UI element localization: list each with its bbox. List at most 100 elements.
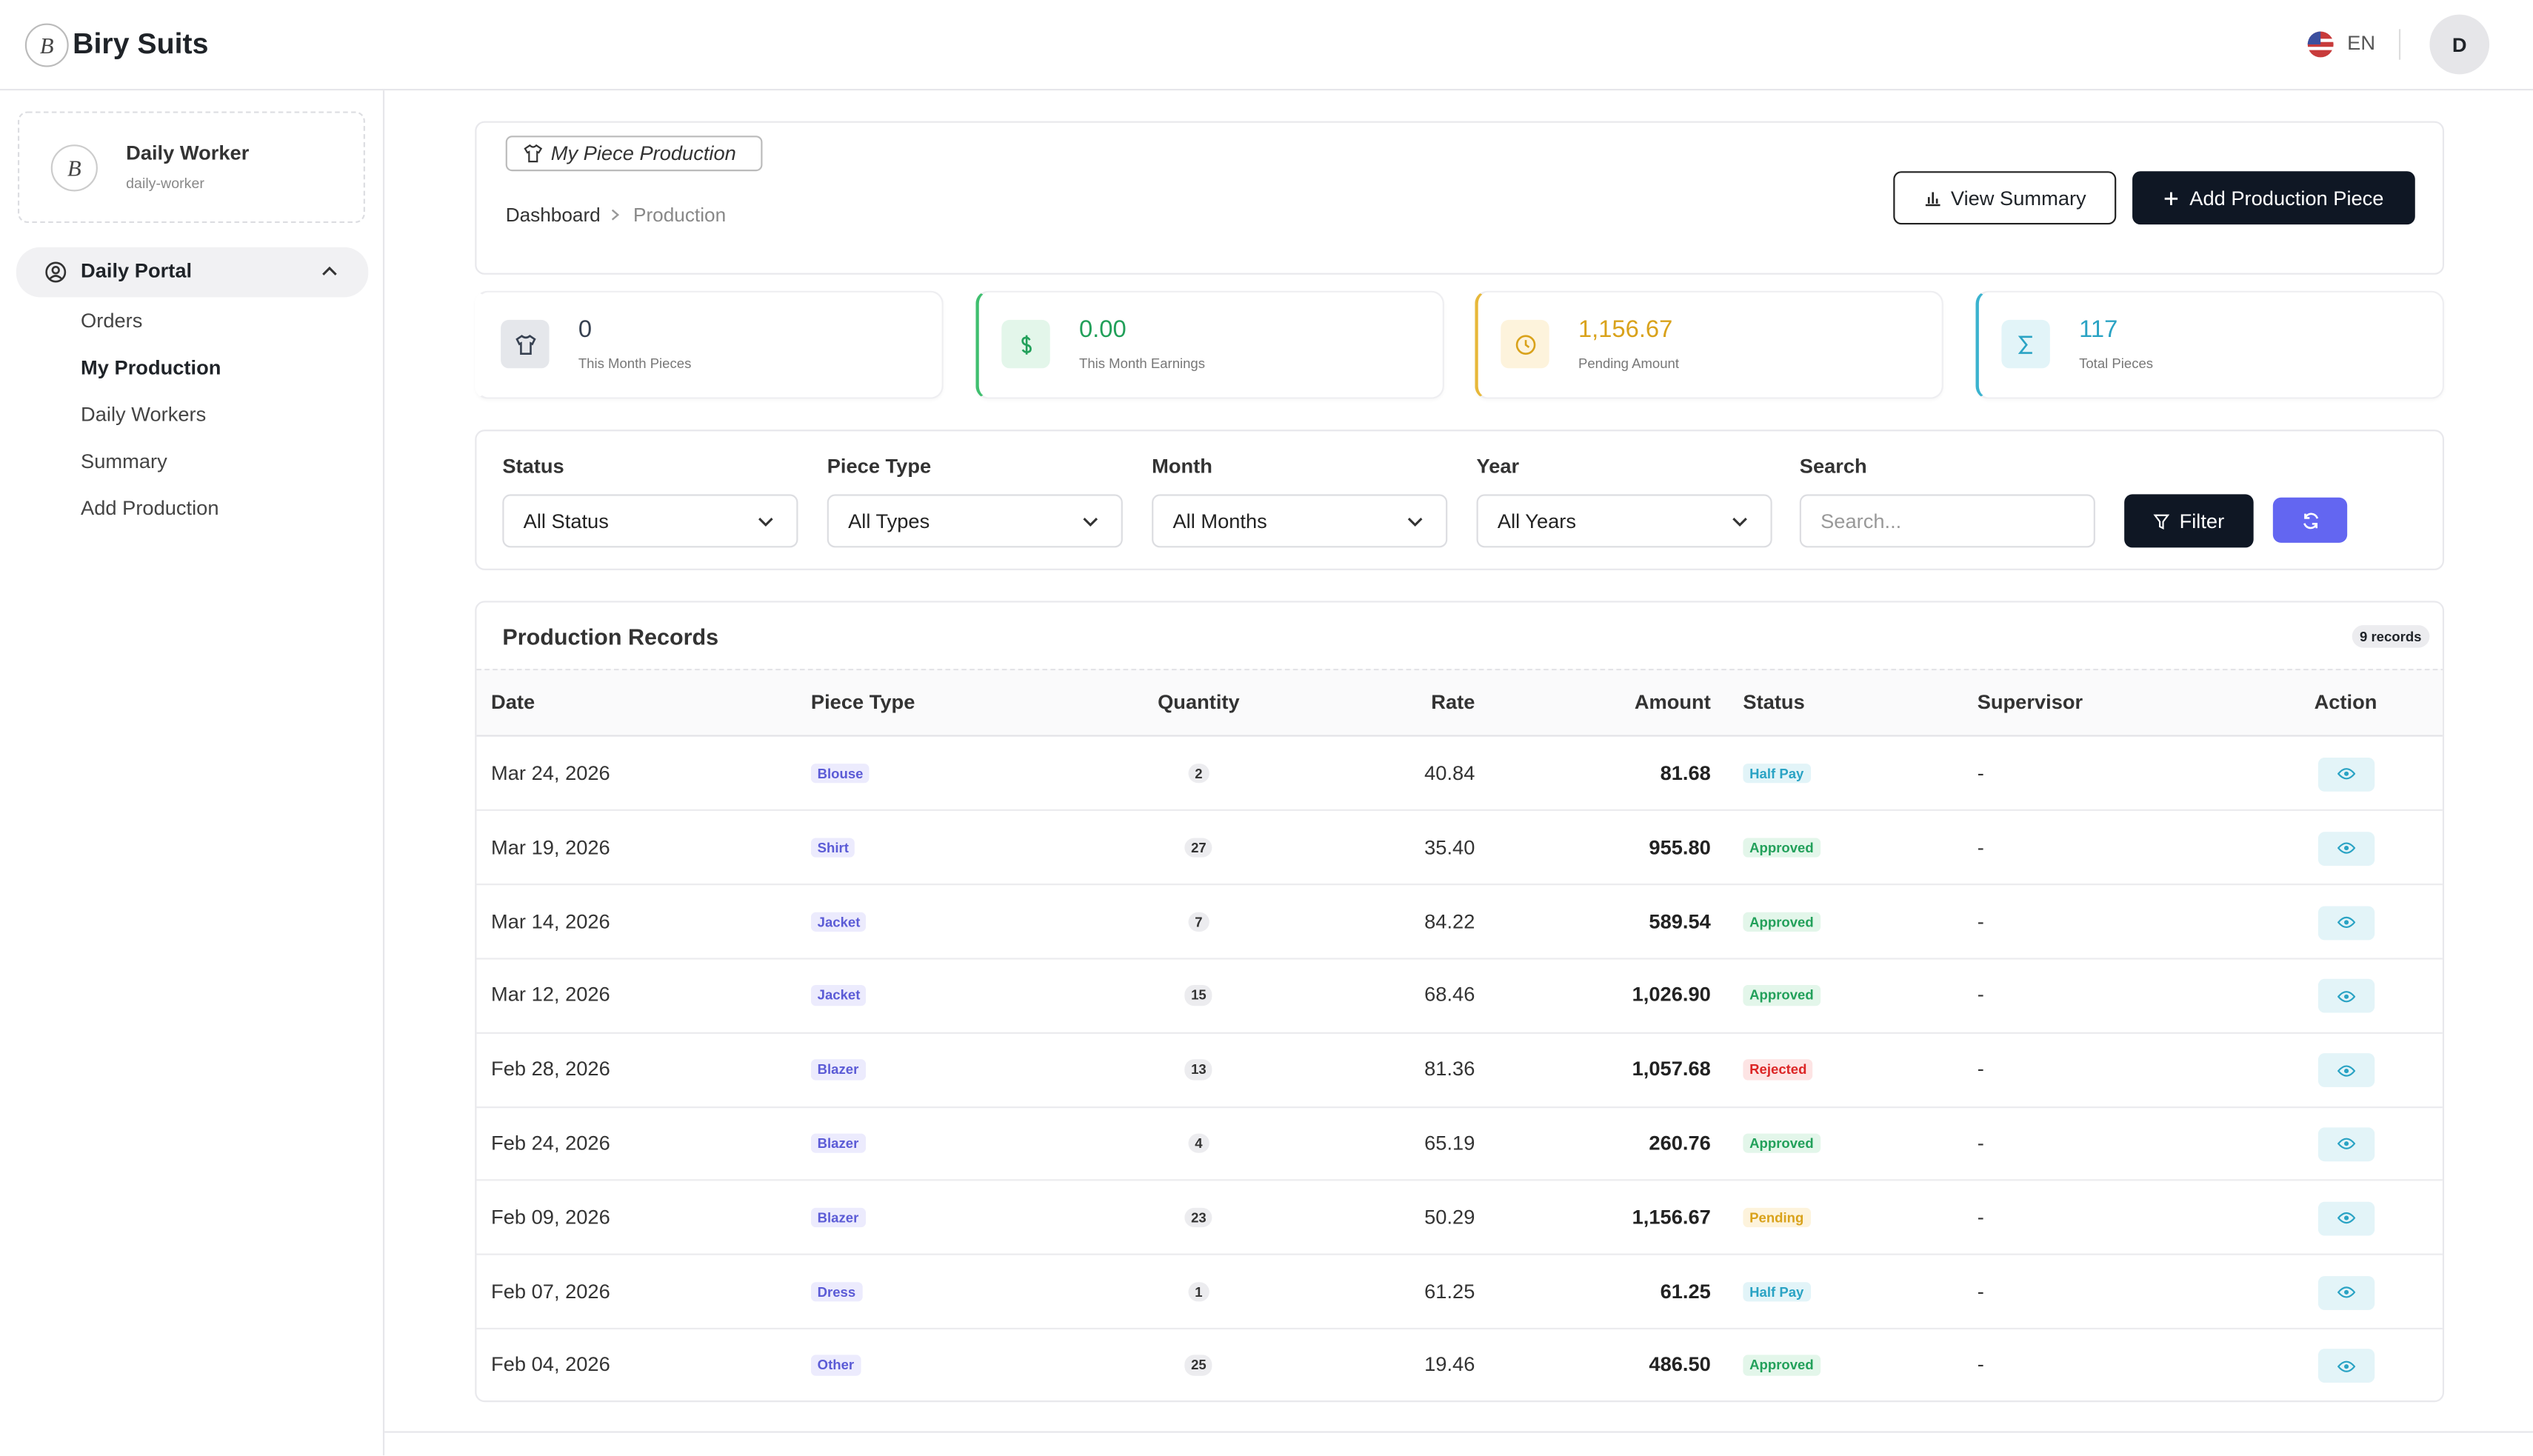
quantity: 23: [1184, 1207, 1213, 1228]
piece-type: Blouse: [810, 763, 870, 784]
view-button[interactable]: [2317, 979, 2375, 1014]
rate: 81.36: [1424, 1058, 1475, 1081]
breadcrumb-link[interactable]: Dashboard: [505, 203, 601, 227]
table-header: [476, 668, 2443, 737]
view-button[interactable]: [2317, 1053, 2375, 1088]
nav-link[interactable]: Add Production: [81, 497, 219, 520]
view-summary-button[interactable]: View Summary: [1893, 171, 2117, 225]
reset-button[interactable]: [2272, 497, 2348, 543]
supervisor: -: [1977, 835, 1984, 859]
select-value: All Years: [1497, 510, 1577, 532]
nav-link[interactable]: Orders: [81, 310, 143, 333]
view-button[interactable]: [2317, 1127, 2375, 1161]
row-divider: [476, 1032, 2443, 1034]
row-divider: [476, 1327, 2443, 1329]
supervisor: -: [1977, 1279, 1984, 1303]
quantity: 25: [1184, 1355, 1213, 1376]
nav-link[interactable]: Daily Workers: [81, 403, 207, 427]
view-button[interactable]: [2317, 905, 2375, 940]
user-logo: B: [50, 144, 98, 192]
user-name: Daily Worker: [126, 141, 250, 164]
chart-icon: [1924, 192, 1940, 207]
brand[interactable]: Biry Suits: [73, 27, 209, 60]
date-cell: Mar 19, 2026: [491, 835, 610, 859]
breadcrumb-current: Production: [633, 203, 727, 227]
rate: 68.46: [1424, 984, 1475, 1006]
piece-type: Dress: [810, 1281, 862, 1302]
filter-label: Year: [1476, 455, 1520, 478]
record-count: 9 records: [2352, 625, 2430, 648]
shirt-icon: [524, 144, 543, 163]
stat-icon: [2001, 319, 2050, 369]
page-badge: My Piece Production: [505, 136, 763, 172]
date-cell: Feb 24, 2026: [491, 1132, 610, 1155]
supervisor: -: [1977, 909, 1984, 933]
badge-text: My Piece Production: [550, 141, 736, 165]
eye-icon: [2337, 1360, 2356, 1372]
add-piece-button[interactable]: Add Production Piece: [2132, 171, 2415, 225]
row-divider: [476, 884, 2443, 886]
top-bar: B Biry Suits EN D: [0, 0, 2533, 91]
chevron: [1732, 518, 1747, 527]
records-table: Production Records 9 records Date Piece T…: [475, 601, 2445, 1403]
section-title: Daily Portal: [81, 259, 193, 283]
status-badge: Approved: [1743, 1355, 1821, 1376]
view-button[interactable]: [2317, 1201, 2375, 1235]
avatar[interactable]: D: [2429, 14, 2490, 75]
filter-select[interactable]: All Types: [827, 494, 1123, 548]
breadcrumb-separator: [611, 209, 620, 221]
date-cell: Mar 14, 2026: [491, 909, 610, 933]
filter-select[interactable]: All Status: [502, 494, 798, 548]
date-cell: Feb 28, 2026: [491, 1058, 610, 1081]
eye-icon: [2337, 990, 2356, 1002]
search-input[interactable]: Search...: [1799, 494, 2095, 548]
status-badge: Pending: [1743, 1207, 1811, 1228]
piece-type: Jacket: [810, 985, 867, 1006]
piece-type: Blazer: [810, 1207, 866, 1228]
chevron: [758, 518, 773, 527]
filter-bar: Search Search... Filter Status All Status…: [475, 430, 2445, 570]
portal-section[interactable]: Daily Portal: [16, 247, 369, 298]
filter-label: Search: [1799, 455, 1867, 478]
filter-button[interactable]: Filter: [2124, 494, 2254, 548]
stat-card: 0.00 This Month Earnings: [975, 290, 1444, 399]
language[interactable]: EN: [2347, 32, 2376, 55]
column-header: Rate: [1431, 690, 1475, 714]
column-header: Piece Type: [810, 690, 915, 714]
stat-value: 1,156.67: [1578, 315, 1673, 344]
rate: 65.19: [1424, 1132, 1475, 1155]
view-button[interactable]: [2317, 831, 2375, 866]
page-header: My Piece Production Dashboard Production…: [475, 121, 2445, 275]
select-value: All Status: [523, 510, 609, 532]
stat-value: 117: [2079, 315, 2118, 344]
stat-card: 0 This Month Pieces: [475, 290, 944, 399]
column-header: Action: [2314, 690, 2377, 714]
chevron: [1083, 518, 1098, 527]
piece-type: Blazer: [810, 1059, 866, 1080]
stat-label: This Month Earnings: [1078, 355, 1206, 372]
rate: 35.40: [1424, 835, 1475, 859]
svg-text:B: B: [40, 33, 54, 59]
nav-link[interactable]: Summary: [81, 450, 167, 473]
button-text: Filter: [2179, 510, 2225, 532]
eye-icon: [2337, 916, 2356, 929]
chevron: [322, 266, 337, 275]
sidebar: B Daily Worker daily-worker Daily Portal…: [0, 90, 385, 1456]
stat-card: 1,156.67 Pending Amount: [1475, 290, 1943, 399]
amount: 1,057.68: [1632, 1058, 1711, 1081]
icon: [2017, 335, 2032, 353]
logo[interactable]: B: [24, 23, 70, 68]
row-divider: [476, 958, 2443, 960]
stat-label: This Month Pieces: [578, 355, 692, 372]
filter-select[interactable]: All Years: [1476, 494, 1772, 548]
piece-type: Other: [810, 1355, 861, 1376]
nav-link-active[interactable]: My Production: [81, 356, 221, 380]
view-button[interactable]: [2317, 1275, 2375, 1309]
footer-line: [384, 1431, 2533, 1433]
view-button[interactable]: [2317, 1349, 2375, 1383]
supervisor: -: [1977, 1132, 1984, 1155]
stat-label: Pending Amount: [1578, 355, 1680, 372]
icon: [1021, 334, 1031, 354]
view-button[interactable]: [2317, 757, 2375, 792]
filter-select[interactable]: All Months: [1152, 494, 1448, 548]
